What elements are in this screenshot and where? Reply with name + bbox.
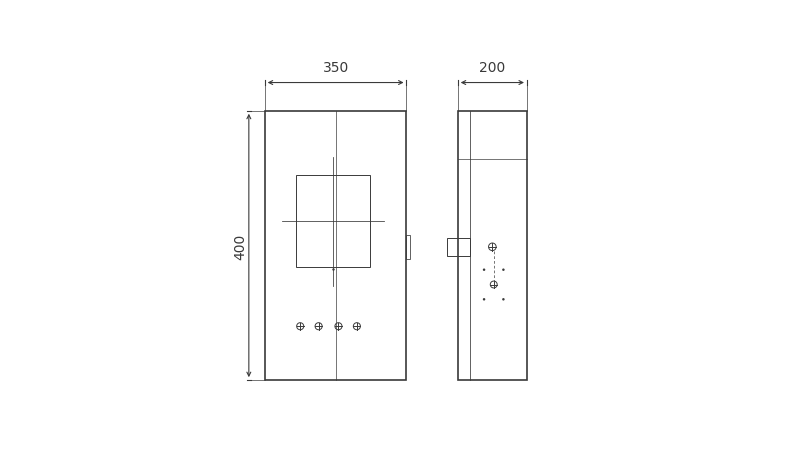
Bar — [406, 235, 410, 259]
Bar — [265, 112, 406, 380]
Bar — [447, 239, 470, 256]
Text: 350: 350 — [322, 61, 349, 74]
Bar — [296, 176, 370, 268]
Circle shape — [483, 269, 486, 271]
Bar — [458, 112, 527, 380]
Text: 400: 400 — [233, 233, 247, 259]
Circle shape — [502, 269, 505, 271]
Text: 200: 200 — [479, 61, 506, 74]
Circle shape — [502, 298, 505, 301]
Circle shape — [483, 298, 486, 301]
